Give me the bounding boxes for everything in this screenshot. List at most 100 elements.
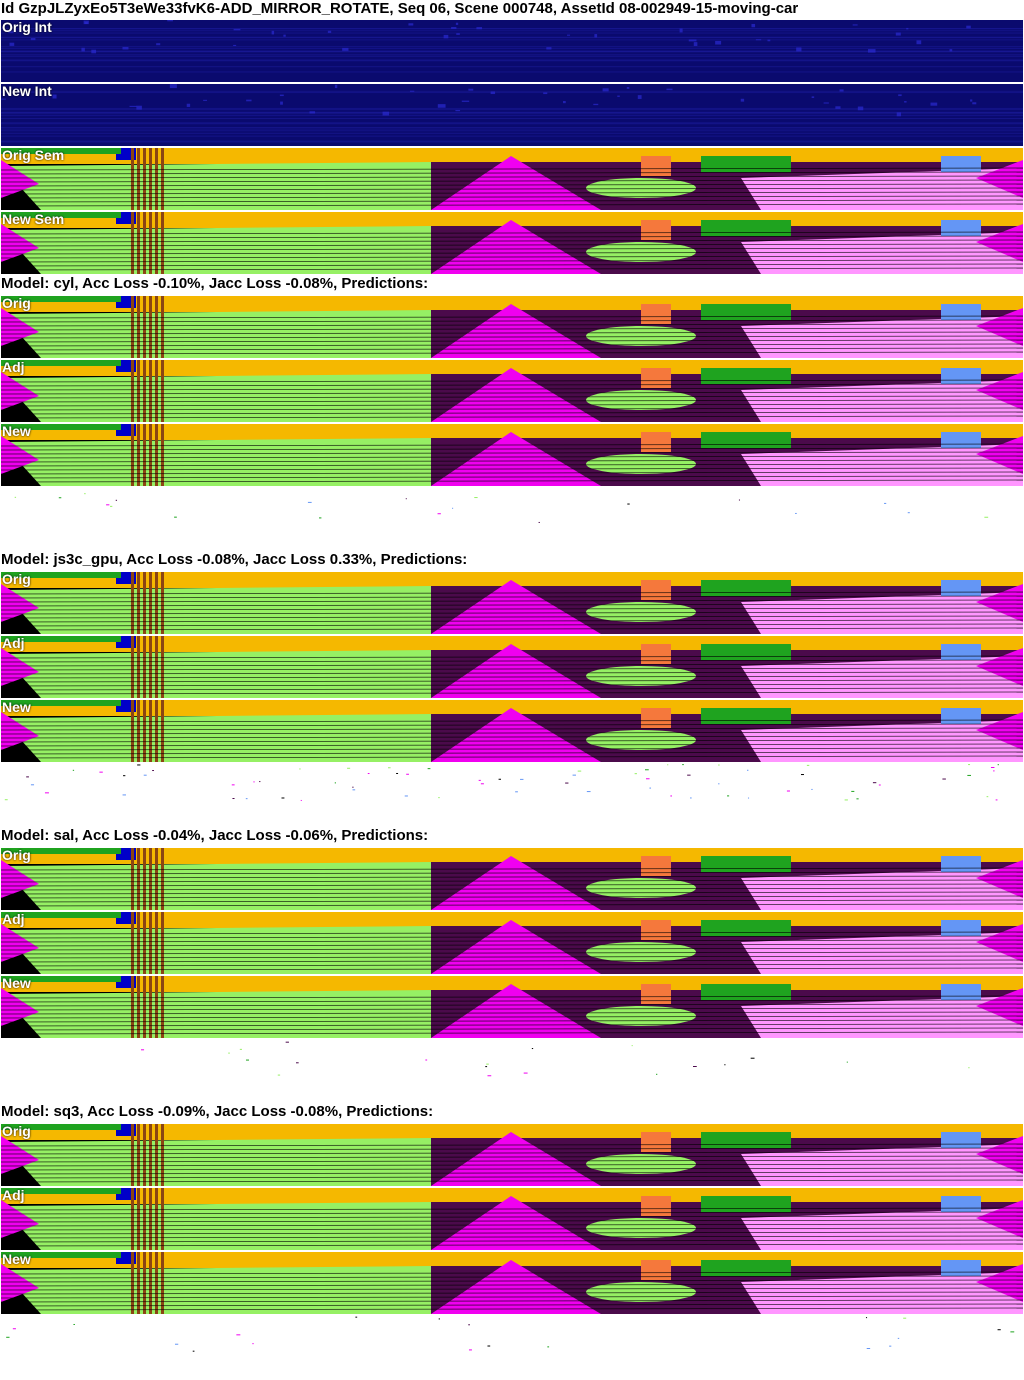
tree-trunk <box>155 976 158 1038</box>
noise-speck <box>878 784 881 786</box>
vegetation-patch <box>1 148 121 154</box>
scan-line <box>1 659 1023 663</box>
tree-trunk <box>161 1252 164 1314</box>
scan-line <box>1 351 1023 355</box>
scan-line <box>1 28 1023 30</box>
sidewalk-left <box>1 584 39 622</box>
scan-line <box>1 1003 1023 1007</box>
noise-speck <box>438 797 440 799</box>
noise-speck <box>140 1049 145 1051</box>
strip-label: Adj <box>2 360 25 375</box>
scan-line <box>1 879 1023 883</box>
scan-line <box>1 1271 1023 1275</box>
scan-line <box>1 443 1023 447</box>
intensity-speck <box>437 104 446 108</box>
prediction-strip-new: New <box>1 976 1023 1038</box>
tree-trunk <box>131 424 134 486</box>
intensity-speck <box>233 44 237 47</box>
vegetation-patch <box>1 1188 121 1194</box>
noise-speck <box>236 1334 241 1336</box>
tree-trunk <box>137 424 140 486</box>
noise-speck <box>334 782 336 784</box>
scan-line <box>1 727 1023 731</box>
vegetation-patch <box>701 708 791 724</box>
scan-line <box>1 1167 1023 1171</box>
vegetation-patch <box>1 1252 121 1258</box>
noise-speck <box>122 794 126 796</box>
blue-object <box>941 580 981 596</box>
scan-line <box>1 175 1023 179</box>
intensity-speck <box>456 33 460 35</box>
scan-line <box>1 50 1023 52</box>
noise-speck <box>718 783 720 785</box>
scan-line <box>1 267 1023 271</box>
vegetation-patch <box>1 424 121 430</box>
noise-speck <box>997 1329 1001 1331</box>
scan-line <box>1 931 1023 935</box>
scan-line <box>1 939 1023 943</box>
prediction-image <box>1 976 1023 1038</box>
scan-line <box>1 999 1023 1003</box>
scan-line <box>1 683 1023 687</box>
noise-speck <box>72 769 75 771</box>
prediction-strip-new: New <box>1 700 1023 762</box>
noise-speck <box>277 1074 281 1076</box>
noise-speck <box>693 1066 697 1068</box>
tree-trunk <box>161 212 164 274</box>
orig-intensity-strip: Orig Int <box>1 20 1023 82</box>
noise-speck <box>14 496 17 498</box>
scan-line <box>1 1223 1023 1227</box>
car-object <box>641 432 671 452</box>
prediction-strip-orig: Orig <box>1 1124 1023 1186</box>
noise-speck <box>352 789 356 791</box>
scan-line <box>1 140 1023 142</box>
scan-line <box>1 391 1023 395</box>
tree-trunk <box>131 572 134 634</box>
noise-speck <box>986 796 989 798</box>
intensity-speck <box>1 98 6 100</box>
noise-speck <box>4 799 8 801</box>
terrain-region <box>741 592 1023 634</box>
scan-line <box>1 171 1023 175</box>
blue-object <box>941 432 981 448</box>
car-object <box>641 644 671 664</box>
tree-trunk <box>161 296 164 358</box>
scan-line <box>1 687 1023 691</box>
blue-object <box>941 220 981 236</box>
tree-trunk <box>131 912 134 974</box>
scan-line <box>1 1207 1023 1211</box>
scan-line <box>1 1243 1023 1247</box>
scan-line <box>1 135 1023 137</box>
page-title: Id GzpJLZyxEo5T3eWe33fvK6-ADD_MIRROR_ROT… <box>1 0 799 17</box>
noise-speck <box>634 773 637 775</box>
scan-line <box>1 615 1023 619</box>
car-object <box>641 1132 671 1152</box>
intensity-speck <box>30 38 36 41</box>
intensity-speck <box>688 39 697 42</box>
noise-speck <box>452 507 454 509</box>
intensity-speck <box>857 106 864 111</box>
intensity-speck <box>129 105 137 107</box>
tree-trunk <box>131 1188 134 1250</box>
scan-line <box>1 955 1023 959</box>
prediction-image <box>1 912 1023 974</box>
noise-speck <box>438 1318 440 1320</box>
noise-speck <box>727 795 730 797</box>
scan-line <box>1 679 1023 683</box>
noise-speck <box>352 786 354 788</box>
sidewalk-right <box>976 924 1023 962</box>
scan-line <box>1 899 1023 903</box>
scan-line <box>1 691 1023 695</box>
strip-label: New <box>2 424 31 439</box>
vegetation-patch <box>701 1196 791 1212</box>
intensity-speck <box>169 84 177 89</box>
scan-line <box>1 1215 1023 1219</box>
scan-line <box>1 1015 1023 1019</box>
scan-line <box>1 179 1023 183</box>
noise-speck <box>245 1059 250 1061</box>
terrain-region <box>741 656 1023 698</box>
tree-trunk <box>155 1252 158 1314</box>
sidewalk-left <box>1 372 39 410</box>
vegetation-patch <box>701 368 791 384</box>
terrain-region <box>741 232 1023 274</box>
